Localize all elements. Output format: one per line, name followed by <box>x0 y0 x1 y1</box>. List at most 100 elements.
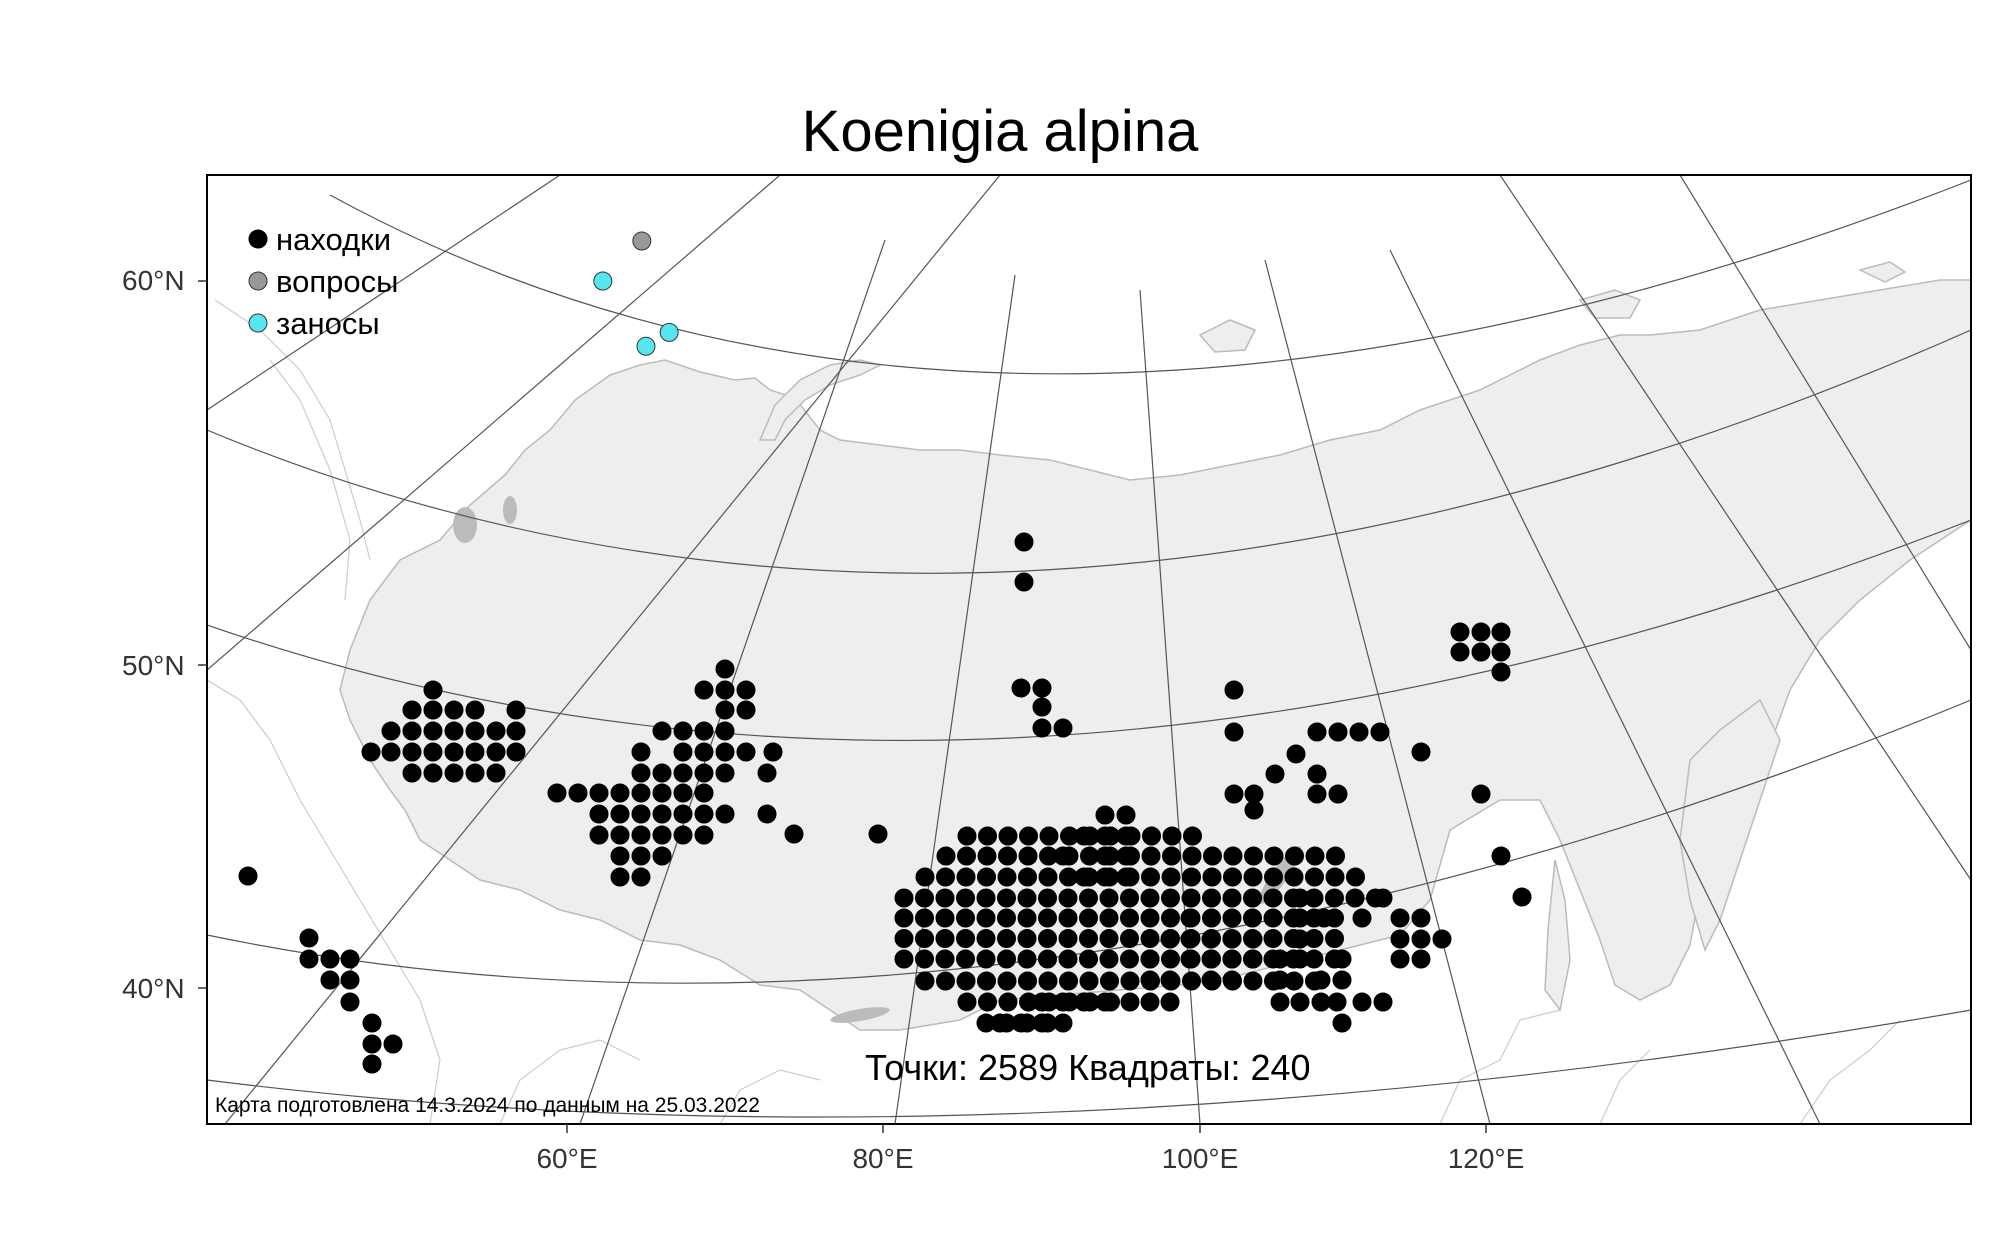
finds-point-123 <box>915 949 934 969</box>
finds-point-348 <box>1074 826 1094 846</box>
finds-point-186 <box>320 949 340 969</box>
finds-point-165 <box>978 992 997 1012</box>
finds-point-252 <box>652 721 672 741</box>
finds-point-286 <box>1244 800 1264 820</box>
map-frame <box>206 174 1972 1125</box>
finds-point-29 <box>1018 867 1037 887</box>
finds-point-83 <box>997 908 1016 928</box>
finds-point-56 <box>1141 846 1161 866</box>
finds-point-28 <box>997 867 1017 887</box>
finds-point-188 <box>320 970 340 990</box>
finds-point-79 <box>915 908 934 928</box>
finds-point-334 <box>1201 970 1221 990</box>
finds-point-193 <box>362 1034 382 1054</box>
finds-point-270 <box>868 824 888 844</box>
finds-point-347 <box>1116 805 1136 825</box>
finds-point-349 <box>1053 846 1073 866</box>
finds-point-274 <box>1244 784 1264 804</box>
finds-point-317 <box>1373 992 1393 1012</box>
finds-point-10 <box>1099 888 1119 908</box>
finds-point-253 <box>652 763 672 783</box>
finds-point-344 <box>1095 826 1115 846</box>
credit-label: Карта подготовлена 14.3.2024 по данным н… <box>215 1094 760 1117</box>
finds-point-160 <box>1243 971 1263 991</box>
finds-point-11 <box>1120 888 1139 908</box>
finds-point-273 <box>1224 722 1244 742</box>
finds-point-275 <box>1265 764 1285 784</box>
finds-point-189 <box>340 970 360 990</box>
finds-point-342 <box>1116 846 1136 866</box>
finds-point-289 <box>1491 622 1511 642</box>
finds-point-125 <box>956 949 975 969</box>
finds-point-95 <box>1243 908 1262 928</box>
finds-point-194 <box>362 1054 382 1074</box>
finds-point-271 <box>763 742 783 762</box>
finds-point-181 <box>1032 718 1052 738</box>
finds-point-329 <box>1222 949 1242 969</box>
finds-point-306 <box>1290 949 1310 969</box>
finds-point-307 <box>1270 949 1290 969</box>
finds-point-44 <box>1325 867 1345 887</box>
finds-point-295 <box>1491 846 1511 866</box>
finds-point-251 <box>694 721 714 741</box>
introduced-point-4 <box>636 336 656 356</box>
stats-label: Точки: 2589 Квадраты: 240 <box>865 1047 1311 1088</box>
finds-point-316 <box>1352 992 1372 1012</box>
finds-point-315 <box>1327 992 1347 1012</box>
finds-point-359 <box>1095 867 1115 887</box>
lake-ladoga <box>453 507 477 543</box>
map-area <box>207 175 1971 1124</box>
finds-point-130 <box>1058 949 1078 969</box>
finds-point-184 <box>299 928 319 948</box>
finds-point-297 <box>1390 908 1410 928</box>
finds-point-229 <box>589 804 609 824</box>
finds-point-63 <box>1285 846 1304 866</box>
finds-point-84 <box>1017 908 1037 928</box>
finds-point-293 <box>1491 662 1511 682</box>
finds-point-356 <box>1011 1013 1031 1033</box>
finds-point-22 <box>1345 888 1365 908</box>
finds-point-235 <box>589 825 609 845</box>
finds-point-64 <box>1305 846 1325 866</box>
finds-point-351 <box>1074 992 1094 1012</box>
finds-point-290 <box>1450 642 1470 662</box>
finds-point-284 <box>1411 742 1431 762</box>
finds-point-164 <box>957 992 977 1012</box>
finds-point-154 <box>1120 971 1140 991</box>
finds-point-185 <box>299 949 319 969</box>
finds-point-197 <box>402 742 422 762</box>
finds-point-121 <box>1325 929 1344 948</box>
finds-point-102 <box>935 929 955 948</box>
finds-point-106 <box>1017 929 1037 948</box>
finds-point-231 <box>631 804 651 824</box>
finds-point-80 <box>935 908 955 928</box>
finds-point-263 <box>715 659 735 679</box>
finds-point-94 <box>1222 908 1242 928</box>
finds-point-166 <box>998 992 1018 1012</box>
finds-point-81 <box>956 908 975 928</box>
lake-balkhash <box>830 1007 890 1023</box>
finds-point-264 <box>736 742 756 762</box>
finds-point-339 <box>1120 992 1140 1012</box>
finds-point-47 <box>957 846 976 866</box>
land-wrangel <box>1857 261 1907 283</box>
finds-point-144 <box>915 971 935 991</box>
finds-point-85 <box>1038 908 1057 928</box>
finds-point-131 <box>1079 949 1098 969</box>
finds-point-118 <box>1263 929 1283 948</box>
lon-label-80: 80°E <box>852 1143 913 1174</box>
finds-point-1 <box>915 888 934 908</box>
finds-point-178 <box>1011 678 1031 698</box>
finds-point-318 <box>1332 1013 1352 1033</box>
finds-point-5 <box>997 888 1016 908</box>
lat-label-40: 40°N <box>122 973 185 1004</box>
finds-point-240 <box>610 846 630 866</box>
finds-point-335 <box>1222 970 1242 990</box>
finds-point-43 <box>1305 867 1324 887</box>
legend-label-finds: находки <box>276 222 391 257</box>
finds-point-176 <box>1014 532 1034 552</box>
finds-point-223 <box>589 783 609 803</box>
finds-point-149 <box>1018 971 1037 991</box>
finds-point-247 <box>694 742 714 762</box>
